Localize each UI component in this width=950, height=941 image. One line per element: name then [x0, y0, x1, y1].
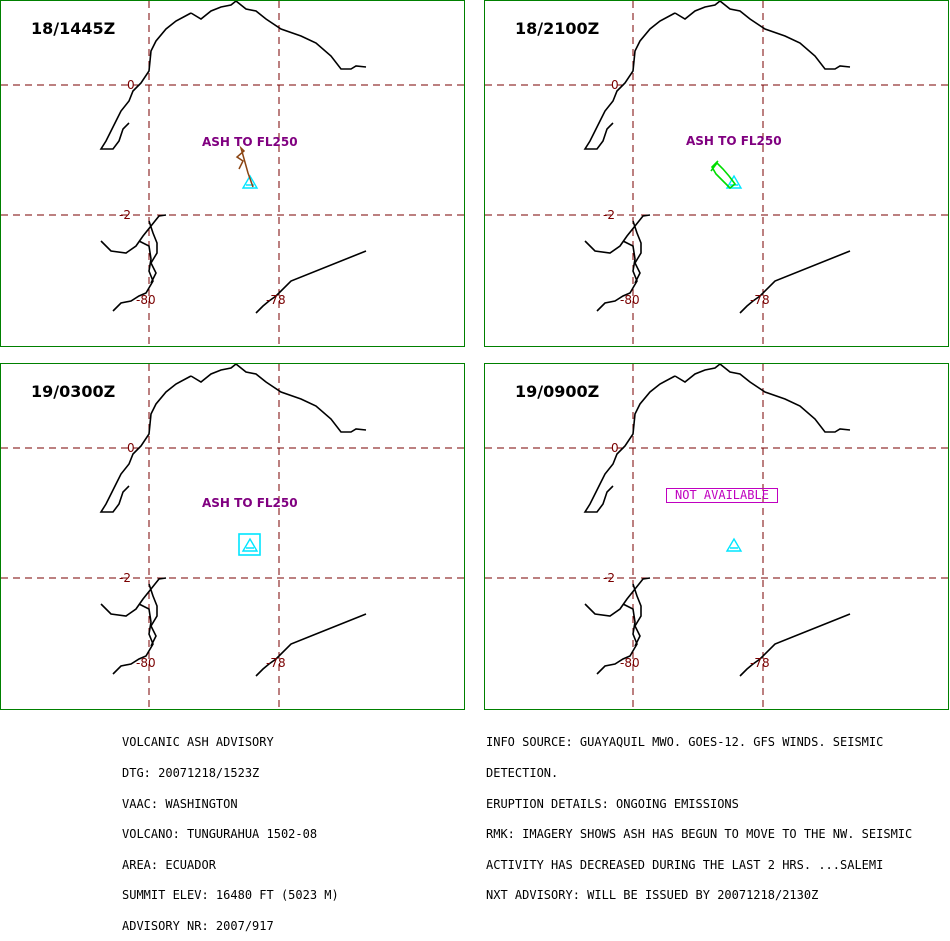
coastline: [148, 583, 158, 647]
map-panel-1: 18/1445Z 0 -2 -80 -78 ASH TO FL250: [0, 0, 466, 348]
lon-label-minus78: -78: [266, 293, 286, 307]
advisory-line: ACTIVITY HAS DECREASED DURING THE LAST 2…: [486, 857, 884, 872]
advisory-line: SUMMIT ELEV: 16480 FT (5023 M): [122, 888, 339, 903]
coastline: [596, 603, 638, 675]
coastline: [583, 375, 676, 513]
panel-time: 19/0900Z: [515, 382, 600, 401]
lon-label-minus78: -78: [750, 656, 770, 670]
panel-time: 18/1445Z: [31, 19, 116, 38]
advisory-line: RMK: IMAGERY SHOWS ASH HAS BEGUN TO MOVE…: [486, 827, 913, 842]
map-graphic-4: [485, 364, 950, 711]
not-available-box: NOT AVAILABLE: [666, 488, 778, 503]
coastline: [99, 12, 192, 150]
advisory-left: VOLCANIC ASH ADVISORY DTG: 20071218/1523…: [122, 717, 339, 941]
lat-label-0: 0: [611, 441, 619, 455]
coastline: [112, 603, 154, 675]
advisory-line: VOLCANIC ASH ADVISORY: [122, 735, 274, 750]
ash-cloud-outline: [710, 160, 737, 190]
map-panel-4: 19/0900Z 0 -2 -80 -78 NOT AVAILABLE: [484, 363, 950, 711]
lat-label-minus2: -2: [603, 208, 615, 222]
coastline: [148, 220, 158, 284]
coastline: [255, 613, 367, 677]
advisory-line: VAAC: WASHINGTON: [122, 796, 238, 811]
advisory-line: NXT ADVISORY: WILL BE ISSUED BY 20071218…: [486, 888, 819, 903]
advisory-line: INFO SOURCE: GUAYAQUIL MWO. GOES-12. GFS…: [486, 735, 884, 750]
panel-time: 18/2100Z: [515, 19, 600, 38]
advisory-line: ERUPTION DETAILS: ONGOING EMISSIONS: [486, 796, 739, 811]
lat-label-minus2: -2: [119, 571, 131, 585]
coastline: [632, 583, 642, 647]
volcano-icon: [725, 537, 743, 552]
coastline: [674, 1, 721, 20]
coastline: [235, 364, 367, 433]
lon-label-minus80: -80: [136, 293, 156, 307]
coastline: [739, 613, 851, 677]
advisory-line: VOLCANO: TUNGURAHUA 1502-08: [122, 827, 318, 842]
coastline: [596, 240, 638, 312]
lon-label-minus78: -78: [750, 293, 770, 307]
advisory-line: DTG: 20071218/1523Z: [122, 766, 260, 780]
lon-label-minus78: -78: [266, 656, 286, 670]
lat-label-0: 0: [127, 441, 135, 455]
lat-label-minus2: -2: [603, 571, 615, 585]
advisory-line: ADVISORY NR: 2007/917: [122, 918, 274, 933]
coastline: [255, 250, 367, 314]
coastline: [583, 12, 676, 150]
coastline: [112, 240, 154, 312]
ash-cloud-outline: [238, 533, 261, 556]
ash-label: ASH TO FL250: [686, 134, 782, 148]
coastline: [235, 1, 367, 70]
coastline: [190, 1, 237, 20]
coastline: [719, 1, 851, 70]
lat-label-0: 0: [611, 78, 619, 92]
coastline: [739, 250, 851, 314]
coastline: [719, 364, 851, 433]
lon-label-minus80: -80: [620, 656, 640, 670]
lat-label-0: 0: [127, 78, 135, 92]
ash-label: ASH TO FL250: [202, 135, 298, 149]
lat-label-minus2: -2: [119, 208, 131, 222]
advisory-line: DETECTION.: [486, 766, 559, 780]
ash-cloud-outline: [235, 145, 254, 188]
coastline: [674, 364, 721, 383]
coastline: [99, 375, 192, 513]
map-graphic-3: [1, 364, 466, 711]
lon-label-minus80: -80: [136, 656, 156, 670]
coastline: [190, 364, 237, 383]
map-panel-3: 19/0300Z 0 -2 -80 -78 ASH TO FL250: [0, 363, 466, 711]
panel-time: 19/0300Z: [31, 382, 116, 401]
advisory-line: AREA: ECUADOR: [122, 857, 216, 872]
lon-label-minus80: -80: [620, 293, 640, 307]
coastline: [632, 220, 642, 284]
volcano-icon: [241, 537, 259, 552]
map-graphic-2: [485, 1, 950, 348]
advisory-right: INFO SOURCE: GUAYAQUIL MWO. GOES-12. GFS…: [486, 717, 912, 911]
map-panel-2: 18/2100Z 0 -2 -80 -78 ASH TO FL250: [484, 0, 950, 348]
ash-label: ASH TO FL250: [202, 496, 298, 510]
map-graphic-1: [1, 1, 466, 348]
